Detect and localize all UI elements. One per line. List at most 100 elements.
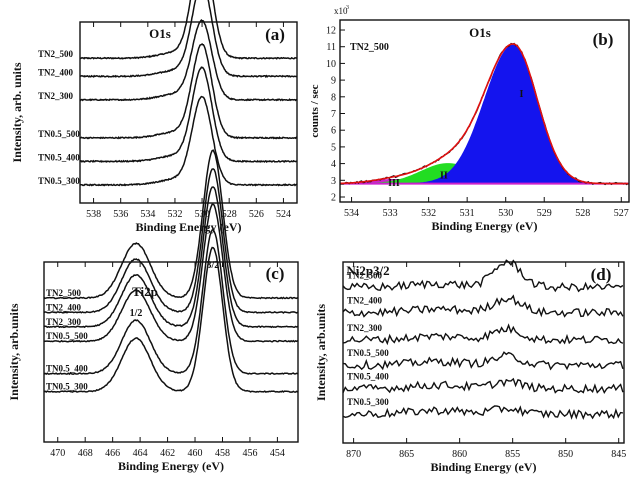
spectrum-line bbox=[43, 149, 299, 300]
spectrum-line bbox=[43, 168, 299, 314]
series-label: TN2_400 bbox=[38, 67, 74, 77]
spectrum-line bbox=[79, 0, 298, 60]
spectrum-line bbox=[44, 186, 299, 329]
x-axis-label: Binding Energy (eV) bbox=[431, 219, 537, 233]
peak-label-3-2: 3/2 bbox=[206, 260, 219, 271]
x-tick-label: 528 bbox=[575, 208, 590, 219]
x-tick-label: 532 bbox=[421, 208, 436, 219]
panel-label: (b) bbox=[593, 30, 614, 49]
panel-label: (d) bbox=[591, 265, 612, 284]
x-axis-label: Binding Energy (eV) bbox=[430, 460, 536, 474]
panel-title: Ti2p bbox=[132, 284, 158, 299]
y-tick-label: 4 bbox=[331, 159, 336, 170]
x-tick-label: 530 bbox=[498, 208, 513, 219]
x-tick-label: 527 bbox=[614, 208, 629, 219]
y-tick-label: 11 bbox=[326, 42, 336, 53]
series-label: TN2_300 bbox=[46, 317, 82, 327]
panel-b: 2 3 4 5 6 7 8 9 10 11 12 534 533 532 531 530 529 528 527 Bi… bbox=[309, 5, 630, 233]
x-tick-label: 456 bbox=[242, 448, 257, 459]
x-tick-label: 845 bbox=[611, 449, 626, 460]
series-label: TN0.5_400 bbox=[38, 152, 80, 162]
spectrum-line bbox=[80, 95, 298, 187]
series-label: TN0.5_300 bbox=[46, 382, 88, 392]
x-tick-label: 466 bbox=[105, 448, 120, 459]
x-tick-label: 531 bbox=[460, 208, 475, 219]
y-tick-label: 12 bbox=[326, 26, 336, 37]
component-label: II bbox=[440, 171, 448, 182]
spectrum-line bbox=[79, 0, 298, 79]
panel-title: Ni2p3/2 bbox=[346, 263, 389, 278]
spectrum-line bbox=[342, 351, 624, 371]
x-tick-label: 528 bbox=[222, 209, 237, 220]
x-tick-label: 850 bbox=[558, 449, 573, 460]
y-axis-label: Intensity, arb.units bbox=[314, 304, 328, 401]
spectrum-line bbox=[79, 66, 298, 164]
spectrum-line bbox=[43, 246, 299, 393]
panel-title: O1s bbox=[149, 26, 171, 41]
y-axis-label: Intensity, arb. units bbox=[10, 62, 24, 162]
x-tick-label: 534 bbox=[140, 209, 155, 220]
spectrum-line bbox=[342, 405, 623, 420]
spectrum-line bbox=[342, 323, 624, 346]
panel-title: O1s bbox=[469, 25, 491, 40]
series-label: TN0.5_500 bbox=[38, 129, 80, 139]
x-tick-label: 532 bbox=[167, 209, 182, 220]
y-tick-label: 9 bbox=[331, 76, 336, 87]
plot-frame bbox=[342, 261, 625, 444]
x-tick-label: 855 bbox=[505, 449, 520, 460]
x-tick-label: 870 bbox=[346, 449, 361, 460]
x-axis-label: Binding Energy (eV) bbox=[118, 459, 224, 473]
peak-label-1-2: 1/2 bbox=[130, 308, 143, 319]
series-label: TN0.5_500 bbox=[46, 331, 88, 341]
x-tick-label: 468 bbox=[78, 448, 93, 459]
y-axis-label: Intensity, arb.units bbox=[7, 303, 21, 400]
series-label: TN2_300 bbox=[38, 91, 74, 101]
x-tick-label: 458 bbox=[215, 448, 230, 459]
x-tick-label: 534 bbox=[344, 208, 359, 219]
spectrum-line bbox=[80, 42, 298, 140]
x-tick-label: 526 bbox=[249, 209, 264, 220]
series-label: TN2_500 bbox=[347, 270, 383, 280]
x-tick-label: 533 bbox=[383, 208, 398, 219]
x-tick-label: 524 bbox=[276, 209, 291, 220]
plot-frame bbox=[79, 21, 298, 204]
y-tick-label: 2 bbox=[331, 192, 336, 203]
component-label: III bbox=[388, 178, 400, 189]
y-tick-label: 7 bbox=[331, 109, 336, 120]
x-tick-label: 865 bbox=[399, 449, 414, 460]
panel-d: 870 865 860 855 850 845 Binding Energy (eV) Int… bbox=[314, 259, 626, 474]
y-axis-label: counts / sec bbox=[309, 84, 321, 137]
panel-label: (c) bbox=[266, 264, 285, 283]
x-tick-label: 470 bbox=[50, 448, 65, 459]
x-tick-label: 464 bbox=[133, 448, 148, 459]
y-tick-label: 8 bbox=[331, 92, 336, 103]
plot-frame bbox=[43, 261, 299, 443]
series-label: TN0.5_300 bbox=[38, 176, 80, 186]
series-label: TN2_500 bbox=[46, 288, 82, 298]
series-label: TN2_400 bbox=[347, 296, 383, 306]
x-tick-label: 462 bbox=[160, 448, 175, 459]
x-axis-label: Binding Energy (eV) bbox=[135, 220, 241, 234]
y-multiplier-exponent: 3 bbox=[346, 5, 349, 11]
spectrum-line bbox=[43, 203, 299, 343]
series-label: TN0.5_400 bbox=[46, 364, 88, 374]
panel-label: (a) bbox=[265, 25, 285, 44]
spectrum-line bbox=[342, 259, 624, 293]
spectrum-line bbox=[342, 377, 624, 394]
x-tick-label: 860 bbox=[452, 449, 467, 460]
y-tick-label: 5 bbox=[331, 142, 336, 153]
spectrum-line bbox=[43, 228, 298, 376]
plot-frame bbox=[339, 19, 630, 203]
x-tick-label: 529 bbox=[537, 208, 552, 219]
x-tick-label: 460 bbox=[188, 448, 203, 459]
x-tick-label: 454 bbox=[270, 448, 285, 459]
y-multiplier-label: x10 bbox=[334, 6, 348, 16]
sample-label: TN2_500 bbox=[350, 42, 389, 53]
series-label: TN2_500 bbox=[38, 49, 74, 59]
spectrum-line bbox=[79, 19, 298, 102]
x-tick-label: 538 bbox=[86, 209, 101, 220]
spectrum-line bbox=[342, 294, 624, 318]
fit-envelope-line bbox=[339, 43, 629, 185]
